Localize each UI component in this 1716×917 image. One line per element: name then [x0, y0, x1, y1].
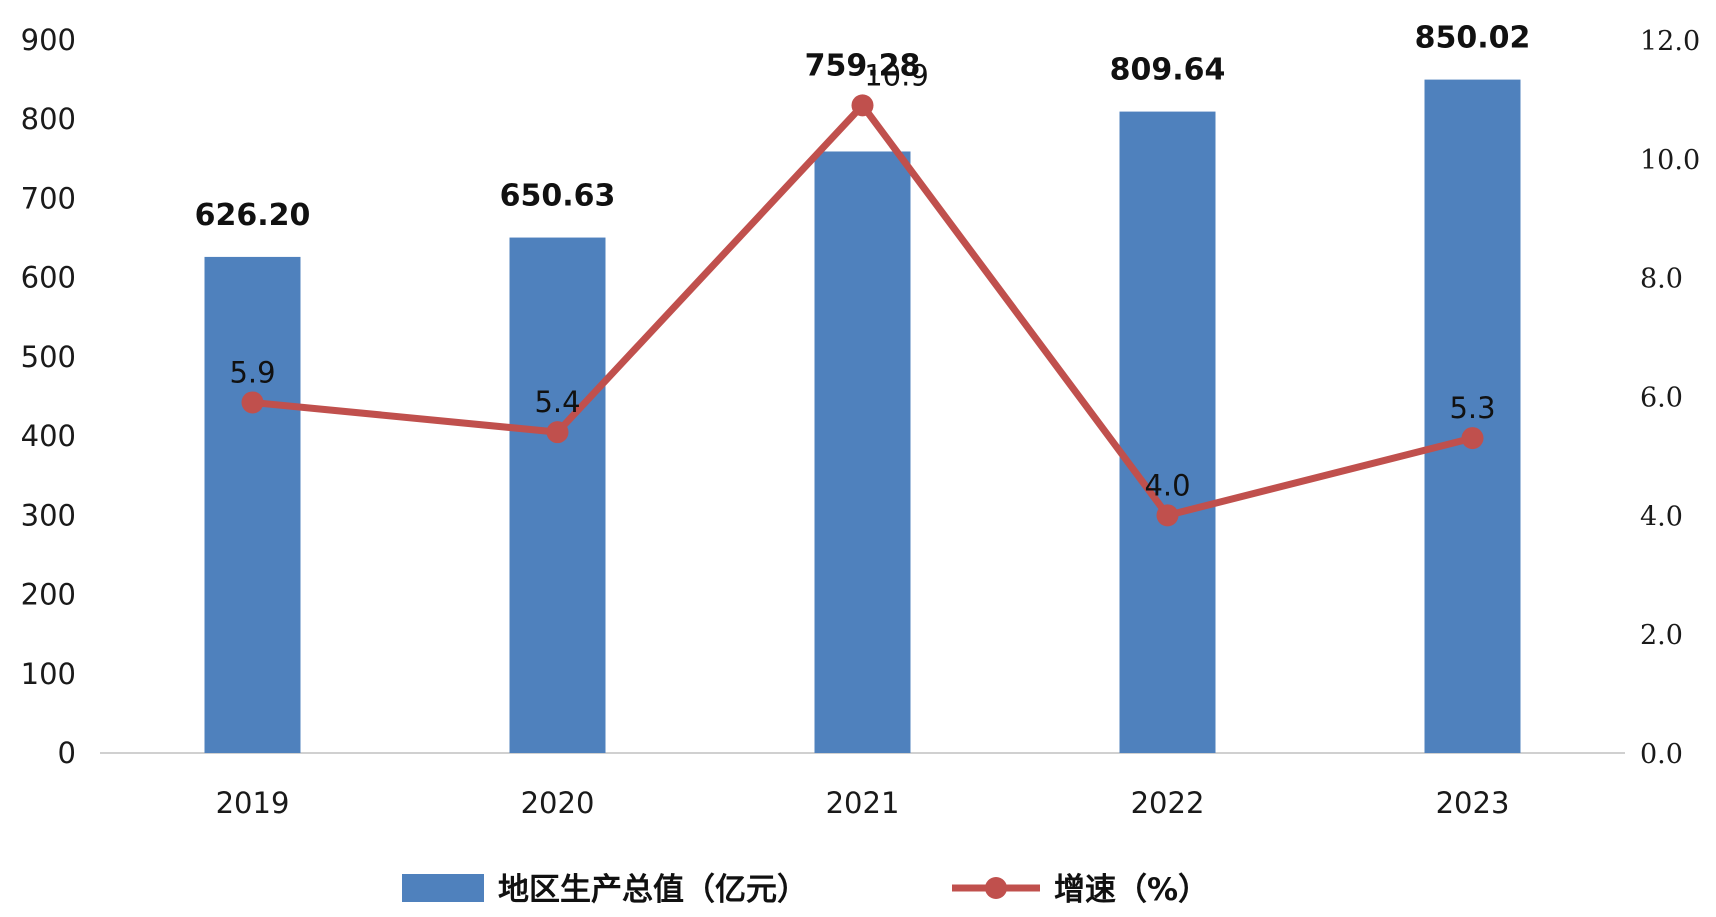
y-right-tick-label: 6.0 — [1640, 383, 1683, 414]
y-left-tick-label: 200 — [21, 578, 76, 612]
data-labels-layer: 626.20 650.63 759.28 809.64 850.02 5.9 5.4 10.9… — [195, 21, 1531, 503]
legend-line-label: 增速（%） — [1054, 872, 1209, 908]
legend: 地区生产总值（亿元） 增速（%） — [402, 872, 1209, 908]
bar — [509, 237, 606, 753]
x-tick-label: 2020 — [521, 786, 595, 820]
y-left-tick-label: 700 — [21, 181, 76, 215]
line-value-label: 5.9 — [229, 355, 275, 389]
y-right-tick-label: 8.0 — [1640, 264, 1683, 295]
legend-bar-swatch — [402, 874, 484, 902]
line-marker — [1461, 427, 1484, 450]
y-right-tick-label: 12.0 — [1640, 26, 1700, 57]
x-tick-label: 2023 — [1436, 786, 1510, 820]
y-left-tick-label: 0 — [58, 736, 76, 770]
bar-value-label: 650.63 — [500, 179, 616, 214]
x-tick-label: 2021 — [826, 786, 900, 820]
y-right-tick-label: 10.0 — [1640, 145, 1700, 176]
axes-layer: 0 100 200 300 400 500 600 700 800 900 0.0 2.0 4.0 6.0… — [21, 23, 1700, 820]
line-marker — [546, 421, 569, 444]
bar-value-label: 626.20 — [195, 198, 311, 233]
bars-layer — [204, 79, 1521, 753]
y-right-tick-label: 2.0 — [1640, 620, 1683, 651]
bar — [814, 151, 911, 753]
legend-bar-label: 地区生产总值（亿元） — [498, 872, 808, 908]
line-marker — [241, 391, 264, 414]
bar-value-label: 850.02 — [1415, 21, 1531, 56]
x-tick-label: 2019 — [216, 786, 290, 820]
bar-value-label: 809.64 — [1110, 53, 1226, 88]
bar — [204, 256, 301, 753]
line-layer — [241, 94, 1484, 527]
y-left-tick-label: 300 — [21, 498, 76, 532]
y-left-tick-label: 400 — [21, 419, 76, 453]
line-value-label: 4.0 — [1144, 468, 1190, 502]
line-marker — [851, 94, 874, 117]
bar — [1424, 79, 1521, 753]
line-value-label: 10.9 — [864, 58, 929, 92]
bar-value-label: 759.28 — [805, 48, 921, 83]
legend-line-marker — [985, 877, 1007, 899]
x-tick-label: 2022 — [1131, 786, 1205, 820]
y-right-tick-label: 4.0 — [1640, 501, 1683, 532]
bar — [1119, 111, 1216, 753]
line-value-label: 5.4 — [534, 385, 580, 419]
y-left-tick-label: 900 — [21, 23, 76, 57]
y-left-tick-label: 100 — [21, 657, 76, 691]
y-left-tick-label: 600 — [21, 261, 76, 295]
line-value-label: 5.3 — [1449, 391, 1495, 425]
y-left-tick-label: 500 — [21, 340, 76, 374]
y-right-tick-label: 0.0 — [1640, 739, 1683, 770]
line-marker — [1156, 504, 1179, 527]
y-left-tick-label: 800 — [21, 102, 76, 136]
